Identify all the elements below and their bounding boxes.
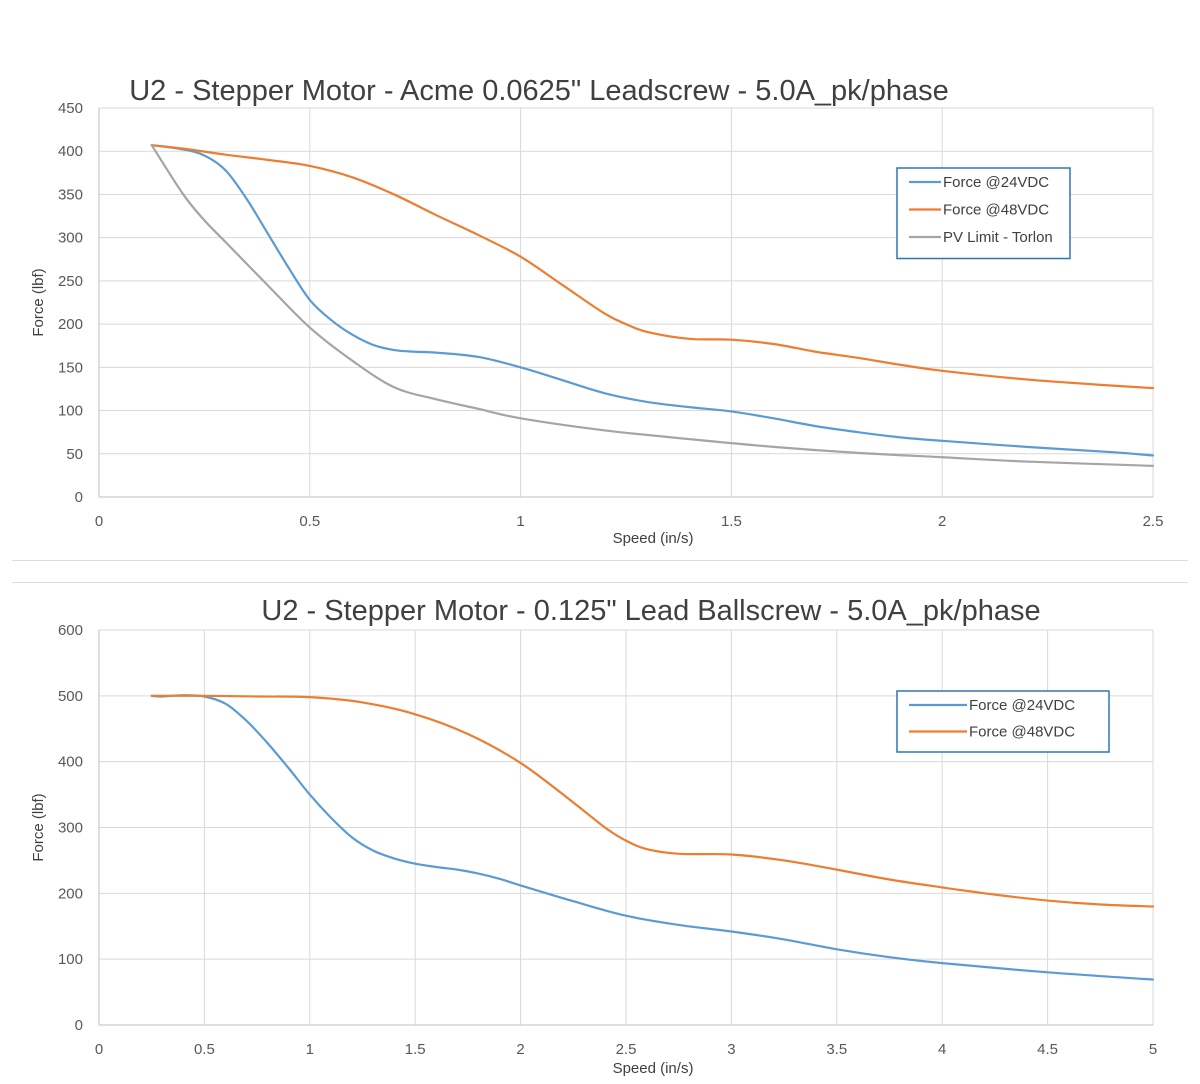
x-axis-label: Speed (in/s) [613,1060,694,1077]
y-tick-label: 50 [66,446,83,463]
legend-label: Force @48VDC [969,724,1075,741]
x-axis-label: Speed (in/s) [613,530,694,547]
legend-label: PV Limit - Torlon [943,229,1053,246]
x-tick-label: 5 [1149,1041,1157,1058]
y-tick-label: 250 [58,273,83,290]
y-tick-label: 0 [75,489,83,506]
legend-box [896,690,1110,753]
y-axis-label: Force (lbf) [30,793,47,861]
y-axis-label: Force (lbf) [30,268,47,336]
series-line-force-48vdc [150,144,1155,390]
y-tick-label: 600 [58,622,83,639]
y-tick-label: 300 [58,820,83,837]
legend-label: Force @24VDC [969,697,1075,714]
x-tick-label: 4.5 [1037,1041,1058,1058]
y-tick-label: 300 [58,230,83,247]
y-tick-label: 200 [58,885,83,902]
series-line-force-24vdc [150,144,1155,457]
chart-svg: 0 0.5 1 1.5 2 2.5 3 3.5 4 4.5 5 0 100 200 300 400 500 600… [30,595,1157,1077]
y-tick-label: 350 [58,186,83,203]
legend: Force @24VDC Force @48VDC [896,690,1110,753]
y-tick-label: 0 [75,1017,83,1034]
legend-label: Force @48VDC [943,202,1049,219]
y-tick-label: 500 [58,688,83,705]
chart-title: U2 - Stepper Motor - Acme 0.0625" Leadsc… [129,75,949,107]
x-tick-label: 0.5 [299,513,320,530]
series-line-force-48vdc [150,694,1155,908]
series-line-force-24vdc [150,694,1155,981]
legend-label: Force @24VDC [943,174,1049,191]
x-tick-label: 3 [727,1041,735,1058]
x-tick-label: 0 [95,1041,103,1058]
y-tick-label: 100 [58,403,83,420]
y-tick-label: 100 [58,951,83,968]
x-tick-label: 1 [306,1041,314,1058]
x-tick-label: 2.5 [1143,513,1164,530]
x-tick-label: 1.5 [405,1041,426,1058]
x-tick-label: 0 [95,513,103,530]
y-tick-label: 400 [58,754,83,771]
x-tick-label: 2.5 [616,1041,637,1058]
y-tick-label: 150 [58,359,83,376]
x-tick-label: 2 [516,1041,524,1058]
x-tick-label: 3.5 [826,1041,847,1058]
chart-title: U2 - Stepper Motor - 0.125" Lead Ballscr… [261,595,1040,627]
x-tick-label: 1.5 [721,513,742,530]
y-tick-label: 200 [58,316,83,333]
chart-svg: 0 0.5 1 1.5 2 2.5 0 50 100 150 200 250 300 350 400 450 U… [30,75,1164,547]
y-tick-label: 400 [58,143,83,160]
x-tick-label: 0.5 [194,1041,215,1058]
chart-separator [12,560,1188,561]
chart-separator [12,582,1188,583]
x-tick-label: 4 [938,1041,946,1058]
chart-lead-ballscrew: 0 0.5 1 1.5 2 2.5 3 3.5 4 4.5 5 0 100 200 300 400 500 600… [0,582,1200,1084]
y-tick-label: 450 [58,100,83,117]
x-tick-label: 2 [938,513,946,530]
x-tick-label: 1 [516,513,524,530]
series-line-pv-limit-torlon [150,144,1155,467]
chart-acme-leadscrew: 0 0.5 1 1.5 2 2.5 0 50 100 150 200 250 300 350 400 450 U… [30,75,1164,547]
legend: Force @24VDC Force @48VDC PV Limit - Torlo… [896,167,1071,260]
